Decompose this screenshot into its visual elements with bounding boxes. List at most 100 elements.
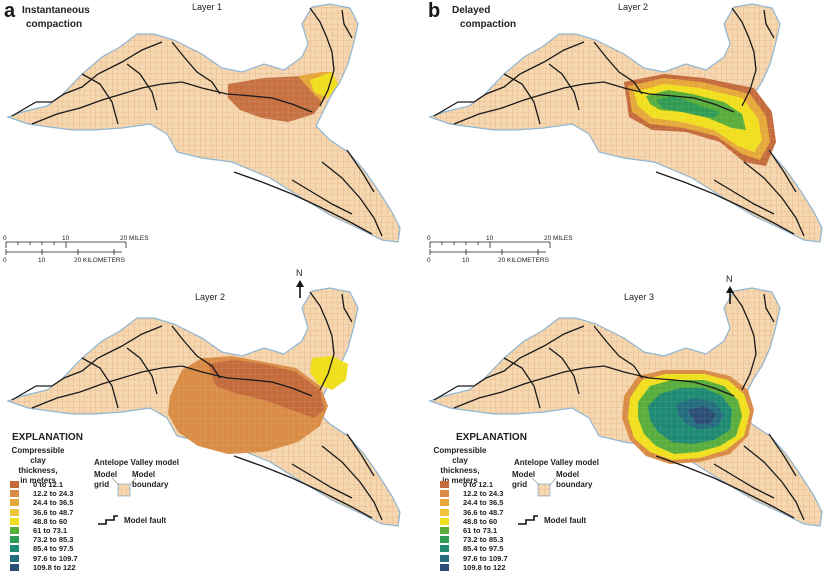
layer-label-a-bottom: Layer 2	[195, 292, 226, 302]
legend-swatch	[10, 490, 19, 498]
scale-km-20-b: 20 KILOMETERS	[498, 257, 549, 264]
panel-a-title-line1: Instantaneous	[22, 5, 90, 16]
legend-row: 85.4 to 97.5	[440, 544, 508, 553]
legend-swatch	[440, 545, 449, 553]
legend-label: 36.6 to 48.7	[33, 507, 74, 517]
model-grid-label-b: Model grid	[512, 470, 536, 489]
model-title-a: Antelope Valley model	[94, 458, 179, 467]
legend-heading-b: Compressible clay thickness, in meters	[433, 446, 487, 485]
legend-label: 109.8 to 122	[33, 562, 76, 572]
legend-label: 85.4 to 97.5	[463, 544, 504, 554]
model-fault-label-b: Model fault	[544, 516, 587, 525]
scale-km-10-b: 10	[462, 257, 470, 264]
model-fault-label-a: Model fault	[124, 516, 167, 525]
legend-row: 85.4 to 97.5	[10, 544, 78, 553]
scale-bar-b	[429, 241, 551, 255]
legend-swatch	[10, 481, 19, 489]
scale-km-0-b: 0	[427, 257, 431, 264]
legend-row: 12.2 to 24.3	[440, 489, 508, 498]
legend-row: 24.4 to 36.5	[10, 498, 78, 507]
legend-swatch	[440, 481, 449, 489]
legend-label: 97.6 to 109.7	[463, 553, 508, 563]
model-boundary-label-b: Model boundary	[556, 470, 593, 489]
legend-swatch	[10, 508, 19, 516]
panel-a-title-line2: compaction	[26, 19, 83, 30]
legend-row: 12.2 to 24.3	[10, 489, 78, 498]
legend-label: 73.2 to 85.3	[463, 535, 504, 545]
scale-mile-10-b: 10	[486, 235, 494, 242]
legend-swatch	[10, 554, 19, 562]
legend-swatch	[10, 499, 19, 507]
scale-mile-0-b: 0	[427, 235, 431, 242]
legend-row: 0 to 12.1	[10, 480, 78, 489]
panel-b-title: Delayed compaction	[452, 4, 516, 32]
legend-swatch	[10, 527, 19, 535]
clay-zone-a1	[228, 72, 338, 122]
legend-row: 97.6 to 109.7	[440, 554, 508, 563]
legend-label: 61 to 73.1	[33, 526, 68, 536]
clay-zone-a2	[168, 356, 348, 454]
legend-swatch	[440, 517, 449, 525]
legend-row: 48.8 to 60	[440, 517, 508, 526]
legend-swatch	[440, 554, 449, 562]
explanation-title-b: EXPLANATION	[456, 432, 527, 443]
scale-mile-10-a: 10	[62, 235, 70, 242]
scale-km-20-a: 20 KILOMETERS	[74, 257, 125, 264]
map-a-layer1	[7, 3, 401, 243]
legend-label: 73.2 to 85.3	[33, 535, 74, 545]
scale-km-10-a: 10	[38, 257, 46, 264]
legend-swatch	[10, 536, 19, 544]
panel-b-title-line2: compaction	[460, 19, 517, 30]
layer-label-a-top: Layer 1	[192, 2, 223, 12]
scale-km-0-a: 0	[3, 257, 7, 264]
panel-letter-b: b	[428, 0, 441, 22]
legend-label: 24.4 to 36.5	[33, 498, 74, 508]
legend-heading-a: Compressible clay thickness, in meters	[11, 446, 65, 485]
panel-b-title-line1: Delayed	[452, 5, 491, 16]
layer-label-b-bottom: Layer 3	[624, 292, 655, 302]
legend-label: 48.8 to 60	[463, 516, 498, 526]
legend-swatch	[10, 517, 19, 525]
north-arrow-icon-a	[296, 280, 304, 298]
clay-zone-b3	[622, 370, 754, 464]
model-grid-label-a: Model grid	[94, 470, 118, 489]
legend-row: 97.6 to 109.7	[10, 554, 78, 563]
legend-swatch	[10, 563, 19, 571]
legend-row: 36.6 to 48.7	[440, 508, 508, 517]
scale-mile-20-b: 20 MILES	[544, 235, 573, 242]
legend-label: 12.2 to 24.3	[33, 489, 74, 499]
legend-row: 73.2 to 85.3	[10, 535, 78, 544]
layer-label-b-top: Layer 2	[618, 2, 649, 12]
model-grid-symbol-b	[531, 477, 557, 497]
legend-row: 36.6 to 48.7	[10, 508, 78, 517]
legend-label: 97.6 to 109.7	[33, 553, 78, 563]
legend-label: 0 to 12.1	[463, 480, 494, 490]
legend-swatch	[440, 563, 449, 571]
legend-row: 24.4 to 36.5	[440, 498, 508, 507]
map-a-layer2	[7, 287, 401, 527]
scale-mile-20-a: 20 MILES	[120, 235, 149, 242]
explanation-title-a: EXPLANATION	[12, 432, 83, 443]
legend-swatch	[440, 527, 449, 535]
legend-swatch	[440, 536, 449, 544]
legend-label: 61 to 73.1	[463, 526, 498, 536]
legend-label: 36.6 to 48.7	[463, 507, 504, 517]
legend-row: 73.2 to 85.3	[440, 535, 508, 544]
model-grid-symbol-a	[111, 477, 137, 497]
legend-label: 109.8 to 122	[463, 562, 506, 572]
legend-swatch	[440, 490, 449, 498]
legend-swatch	[440, 499, 449, 507]
model-title-b: Antelope Valley model	[514, 458, 599, 467]
model-fault-symbol-a	[98, 515, 118, 525]
scale-mile-0-a: 0	[3, 235, 7, 242]
legend-classes-b: 0 to 12.1 12.2 to 24.3 24.4 to 36.5 36.6 to…	[440, 480, 508, 572]
legend-classes-a: 0 to 12.1 12.2 to 24.3 24.4 to 36.5 36.6 to…	[10, 480, 78, 572]
map-b-layer3	[429, 287, 823, 527]
legend-row: 61 to 73.1	[10, 526, 78, 535]
legend-label: 48.8 to 60	[33, 516, 68, 526]
model-boundary-label-a: Model boundary	[132, 470, 169, 489]
legend-label: 12.2 to 24.3	[463, 489, 504, 499]
panel-letter-a: a	[4, 0, 16, 22]
map-b-layer2	[429, 3, 823, 243]
